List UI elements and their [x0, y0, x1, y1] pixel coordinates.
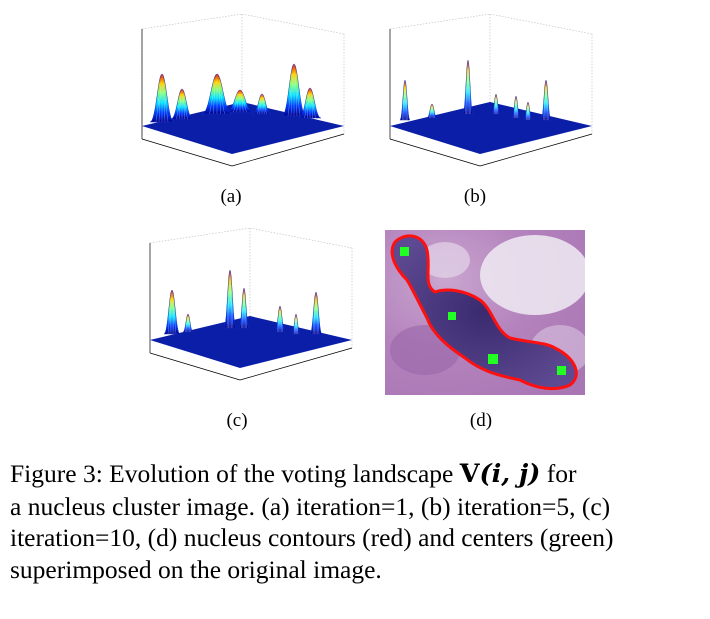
peaks-c — [163, 269, 323, 335]
caption-line-1: Figure 3: Evolution of the voting landsc… — [10, 458, 700, 491]
figure-caption: Figure 3: Evolution of the voting landsc… — [10, 458, 700, 585]
label-b: (b) — [463, 186, 487, 207]
surface-plot-b — [389, 14, 593, 167]
label-d: (d) — [469, 410, 493, 431]
peaks-a — [149, 63, 322, 123]
caption-line1-suffix: for — [540, 459, 577, 488]
nucleus-image — [385, 230, 585, 395]
panel-b — [360, 14, 600, 174]
nucleus-contour — [390, 234, 578, 391]
center-marker-1 — [400, 247, 409, 256]
center-marker-2 — [448, 312, 456, 320]
caption-prefix: Figure 3: Evolution of the voting landsc… — [10, 459, 460, 488]
label-a: (a) — [220, 186, 242, 207]
caption-rest: a nucleus cluster image. (a) iteration=1… — [10, 491, 614, 584]
panel-c — [120, 228, 360, 388]
caption-math: V(i, j) — [459, 459, 541, 489]
center-marker-4 — [557, 366, 566, 375]
surface-plot-c — [149, 228, 353, 381]
panel-a — [112, 14, 352, 174]
center-marker-3 — [488, 354, 498, 364]
surface-plot-a — [141, 14, 345, 167]
panel-d — [385, 230, 585, 395]
label-c: (c) — [226, 410, 248, 431]
peaks-b — [399, 59, 552, 121]
